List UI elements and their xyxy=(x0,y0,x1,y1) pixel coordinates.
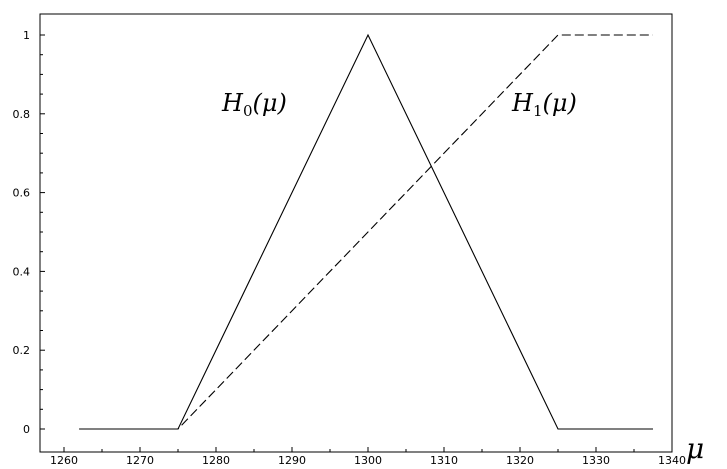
y-tick-label: 0.6 xyxy=(13,187,31,200)
x-tick-label: 1340 xyxy=(658,454,686,467)
y-tick-label: 0.8 xyxy=(13,108,31,121)
x-tick-label: 1310 xyxy=(430,454,458,467)
x-tick-label: 1260 xyxy=(50,454,78,467)
curve-label-h1: H1(μ) xyxy=(511,89,577,120)
x-tick-label: 1280 xyxy=(202,454,230,467)
y-tick-label: 0 xyxy=(23,423,30,436)
y-axis-ticks: 0 0.2 0.4 0.6 0.8 1 xyxy=(13,29,45,436)
x-axis-ticks: 1260 1270 1280 1290 1300 1310 1320 1330 1340 xyxy=(50,447,686,467)
y-tick-label: 0.4 xyxy=(13,265,31,278)
y-tick-label: 0.2 xyxy=(13,344,31,357)
curve-label-h0: H0(μ) xyxy=(221,89,287,120)
x-tick-label: 1320 xyxy=(506,454,534,467)
x-tick-label: 1330 xyxy=(582,454,610,467)
series-lines xyxy=(79,33,653,430)
series-line-h1 xyxy=(79,34,653,430)
y-tick-label: 1 xyxy=(23,29,30,42)
x-tick-label: 1300 xyxy=(354,454,382,467)
plot-frame xyxy=(39,13,673,453)
x-tick-label: 1270 xyxy=(126,454,154,467)
x-tick-label: 1290 xyxy=(278,454,306,467)
x-axis-label: μ xyxy=(686,432,704,465)
